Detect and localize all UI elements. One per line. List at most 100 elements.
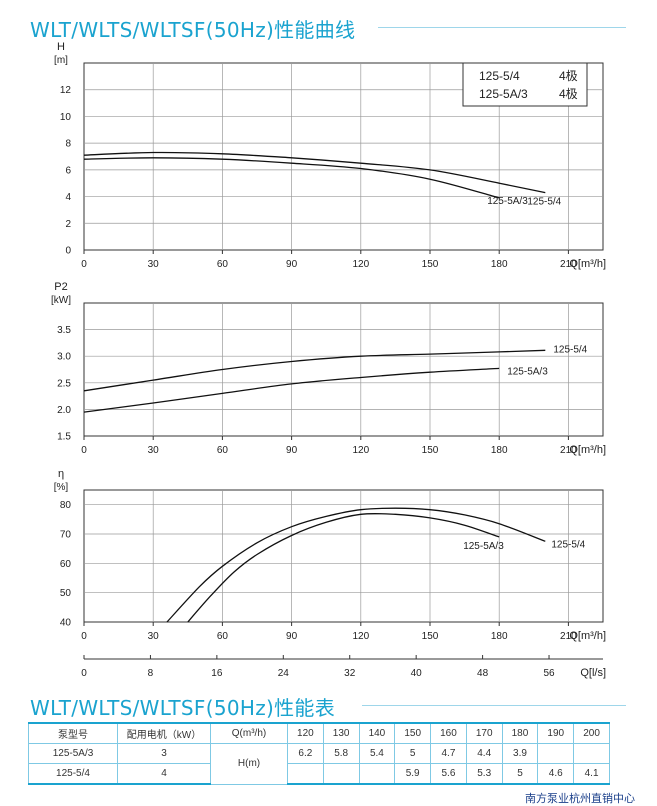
y-axis-symbol: η — [58, 468, 64, 480]
table-cell — [322, 763, 360, 785]
y-tick-label: 80 — [60, 500, 72, 511]
y-axis-unit: [%] — [54, 482, 69, 493]
y-tick-label: 1.5 — [57, 432, 71, 443]
table-cell-model: 125-5A/3 — [28, 743, 118, 764]
table-header-cell: 120 — [287, 722, 324, 744]
x-tick-label: 60 — [217, 445, 229, 456]
plot-frame — [83, 302, 604, 437]
x-tick-label: 150 — [422, 445, 439, 456]
table-cell-motor: 4 — [117, 763, 211, 785]
curve-125-5-4 — [166, 507, 546, 623]
table-header-cell: 200 — [573, 722, 610, 744]
curve-125-5a-3 — [83, 367, 500, 413]
x-tick-label: 60 — [217, 259, 229, 270]
secondary-x-tick-label: 48 — [477, 668, 489, 679]
table-cell: 3.9 — [501, 743, 539, 764]
x-axis-label: Q[m³/h] — [569, 630, 606, 642]
curve-125-5a-3 — [83, 157, 500, 199]
y-tick-label: 8 — [65, 139, 71, 150]
series-end-label: 125-5A/3 — [507, 366, 548, 377]
performance-table: 泵型号 配用电机（kW） Q(m³/h) 120 130 140 150 160… — [28, 722, 610, 785]
secondary-x-tick-label: 32 — [344, 668, 356, 679]
table-header-cell: 150 — [394, 722, 432, 744]
y-tick-label: 40 — [60, 618, 72, 629]
plot-frame — [83, 62, 604, 251]
x-tick-label: 150 — [422, 259, 439, 270]
table-cell: 4.6 — [537, 763, 575, 785]
secondary-x-tick-label: 8 — [148, 668, 154, 679]
y-axis-unit: [kW] — [51, 295, 71, 306]
series-end-label: 125-5/4 — [527, 197, 561, 208]
table-header-cell: 170 — [465, 722, 503, 744]
x-axis-label: Q[m³/h] — [569, 258, 606, 270]
x-tick-label: 30 — [148, 445, 160, 456]
table-header-cell: 140 — [358, 722, 396, 744]
series-end-label: 125-5A/3 — [487, 196, 528, 207]
y-tick-label: 6 — [65, 165, 71, 176]
series-end-label: 125-5/4 — [553, 344, 587, 355]
x-tick-label: 30 — [148, 631, 160, 642]
table-row: 125-5A/3 3 H(m) 6.2 5.8 5.4 5 4.7 4.4 3.… — [28, 743, 610, 785]
legend-model: 125-5/4 — [479, 69, 520, 83]
x-tick-label: 90 — [286, 631, 298, 642]
series-end-label: 125-5A/3 — [463, 541, 504, 552]
y-axis-unit: [m] — [54, 55, 68, 66]
table-cell — [358, 763, 396, 785]
curve-125-5-4 — [83, 349, 546, 392]
secondary-x-tick-label: 16 — [211, 668, 223, 679]
x-tick-label: 210 — [560, 259, 577, 270]
y-tick-label: 2 — [65, 219, 71, 230]
y-tick-label: 60 — [60, 559, 72, 570]
x-tick-label: 90 — [286, 259, 298, 270]
table-cell: 5.3 — [465, 763, 503, 785]
table-header-cell: 泵型号 — [28, 722, 118, 744]
plot-frame — [83, 489, 604, 623]
y-tick-label: 50 — [60, 588, 72, 599]
secondary-x-axis-label: Q[l/s] — [580, 667, 606, 679]
x-tick-label: 180 — [491, 445, 508, 456]
curves-title: WLT/WLTS/WLTSF(50Hz)性能曲线 — [30, 18, 356, 42]
x-tick-label: 90 — [286, 445, 298, 456]
table-cell: 5.6 — [430, 763, 467, 785]
secondary-x-tick-label: 56 — [543, 668, 555, 679]
secondary-x-tick-label: 40 — [411, 668, 423, 679]
legend-box — [462, 62, 588, 107]
table-cell — [573, 743, 610, 764]
y-axis-symbol: H — [57, 41, 65, 53]
y-tick-label: 2.5 — [57, 378, 71, 389]
y-tick-label: 3.0 — [57, 352, 71, 363]
legend-poles: 4极 — [559, 69, 578, 83]
series-end-label: 125-5/4 — [551, 539, 585, 550]
table-header-cell: 配用电机（kW） — [117, 722, 211, 744]
table-cell: 5.4 — [358, 743, 396, 764]
x-tick-label: 210 — [560, 631, 577, 642]
x-tick-label: 0 — [81, 259, 87, 270]
table-cell: 4.7 — [430, 743, 467, 764]
table-cell: 5.8 — [322, 743, 360, 764]
y-tick-label: 2.0 — [57, 405, 71, 416]
x-tick-label: 0 — [81, 631, 87, 642]
x-tick-label: 120 — [352, 445, 369, 456]
table-header-cell: 190 — [537, 722, 575, 744]
x-tick-label: 0 — [81, 445, 87, 456]
x-tick-label: 180 — [491, 631, 508, 642]
table-cell: 4.1 — [573, 763, 610, 785]
table-cell-motor: 3 — [117, 743, 211, 764]
y-tick-label: 0 — [65, 246, 71, 257]
x-tick-label: 180 — [491, 259, 508, 270]
table-header-row: 泵型号 配用电机（kW） Q(m³/h) 120 130 140 150 160… — [28, 722, 610, 744]
table-cell: 5.9 — [394, 763, 432, 785]
footer-text: 南方泵业杭州直销中心 — [525, 792, 635, 805]
table-header-cell: Q(m³/h) — [210, 722, 288, 744]
table-cell: 6.2 — [287, 743, 324, 764]
table-cell: 4.4 — [465, 743, 503, 764]
legend-poles: 4极 — [559, 87, 578, 101]
y-tick-label: 70 — [60, 530, 72, 541]
secondary-x-tick-label: 24 — [278, 668, 290, 679]
curve-125-5-4 — [83, 151, 546, 194]
table-cell: 5 — [394, 743, 432, 764]
y-tick-label: 12 — [60, 85, 72, 96]
secondary-x-tick-label: 0 — [81, 668, 87, 679]
x-tick-label: 150 — [422, 631, 439, 642]
curve-125-5a-3 — [187, 512, 500, 623]
